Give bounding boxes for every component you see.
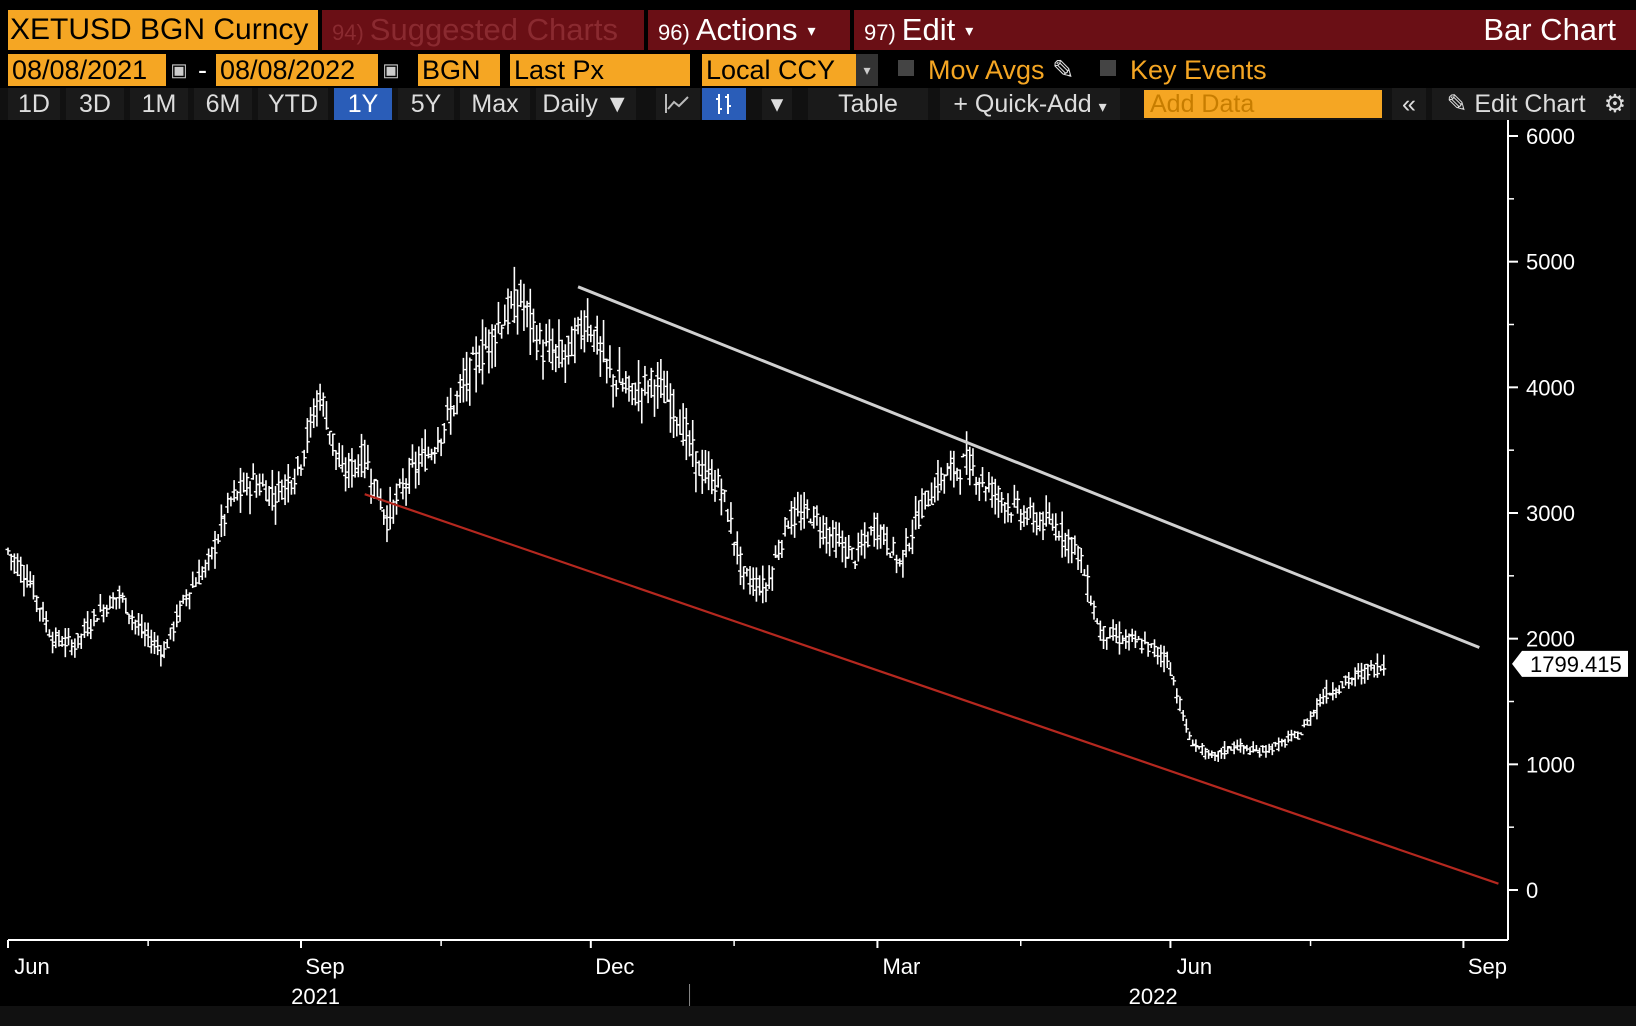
x-tick-label: Mar	[882, 954, 920, 979]
period-1m-button[interactable]: 1M	[130, 88, 188, 120]
frequency-label: Daily	[542, 90, 598, 118]
bar-chart-icon[interactable]	[702, 88, 746, 120]
currency-selector[interactable]: Local CCY	[702, 54, 862, 86]
y-tick-label: 0	[1526, 878, 1538, 903]
x-year-label: 2021	[291, 984, 340, 1006]
source-field[interactable]: BGN	[418, 54, 500, 86]
chart-type-title: Bar Chart	[976, 10, 1636, 50]
frequency-dropdown[interactable]: Daily ▼	[536, 88, 636, 120]
x-tick-label: Sep	[1468, 954, 1507, 979]
x-year-label: 2022	[1129, 984, 1178, 1006]
date-controls: 08/08/2021 ▣ - 08/08/2022 ▣ BGN Last Px …	[0, 52, 1636, 88]
end-date-field[interactable]: 08/08/2022	[216, 54, 378, 86]
ticker-field[interactable]: XETUSD BGN Curncy	[8, 10, 318, 50]
y-tick-label: 2000	[1526, 627, 1575, 652]
suggested-charts-button[interactable]: 94) Suggested Charts	[322, 10, 644, 50]
y-tick-label: 3000	[1526, 501, 1575, 526]
key-events-label: Key Events	[1130, 55, 1267, 85]
suggested-charts-label: Suggested Charts	[369, 12, 618, 47]
chevron-down-icon: ▾	[965, 22, 974, 40]
calendar-icon[interactable]: ▣	[382, 60, 400, 80]
edit-number: 97)	[864, 20, 896, 45]
x-tick-label: Jun	[14, 954, 49, 979]
edit-chart-button[interactable]: ✎ Edit Chart	[1432, 88, 1600, 120]
x-tick-label: Dec	[595, 954, 634, 979]
key-events-checkbox[interactable]	[1100, 60, 1116, 76]
chevron-down-icon: ▾	[1098, 99, 1107, 116]
price-chart[interactable]: 0 1000 2000 3000 4000 5000 6000 1799.415 Jun Sep…	[0, 120, 1636, 1006]
start-date-field[interactable]: 08/08/2021	[8, 54, 166, 86]
pencil-icon[interactable]: ✎	[1052, 55, 1075, 85]
upper-trendline	[577, 285, 1480, 649]
actions-label: Actions	[695, 12, 798, 47]
lower-trendline	[364, 493, 1499, 885]
period-max-button[interactable]: Max	[460, 88, 530, 120]
period-ytd-button[interactable]: YTD	[258, 88, 328, 120]
chart-area: 0 1000 2000 3000 4000 5000 6000 1799.415 Jun Sep…	[0, 120, 1636, 1026]
actions-menu-button[interactable]: 96) Actions ▾	[648, 10, 850, 50]
double-chevron-left-icon[interactable]: «	[1392, 88, 1426, 120]
chevron-down-icon: ▾	[807, 22, 816, 40]
chevron-down-icon[interactable]: ▾	[762, 88, 792, 120]
title-bar: XETUSD BGN Curncy 94) Suggested Charts 96…	[0, 0, 1636, 52]
y-tick-label: 6000	[1526, 124, 1575, 149]
period-3d-button[interactable]: 3D	[66, 88, 124, 120]
y-tick-label: 1000	[1526, 752, 1575, 777]
edit-label: Edit	[901, 12, 956, 47]
actions-number: 96)	[658, 20, 690, 45]
period-6m-button[interactable]: 6M	[194, 88, 252, 120]
footer-strip	[0, 1006, 1636, 1026]
mov-avgs-checkbox[interactable]	[898, 60, 914, 76]
quick-add-button[interactable]: + Quick-Add ▾	[940, 88, 1120, 120]
price-field-selector[interactable]: Last Px	[510, 54, 690, 86]
toolbar: 1D 3D 1M 6M YTD 1Y 5Y Max Daily ▼ ▾ Tabl…	[0, 88, 1636, 120]
table-button[interactable]: Table	[808, 88, 928, 120]
edit-chart-label: Edit Chart	[1474, 90, 1586, 118]
date-separator: -	[198, 55, 207, 85]
quick-add-label: Quick-Add	[974, 90, 1092, 118]
period-5y-button[interactable]: 5Y	[398, 88, 454, 120]
x-tick-label: Sep	[305, 954, 344, 979]
gear-icon[interactable]: ⚙	[1600, 88, 1630, 120]
last-price-label: 1799.415	[1530, 652, 1622, 677]
plus-icon: +	[953, 90, 968, 118]
pencil-icon: ✎	[1446, 90, 1468, 118]
chevron-down-icon[interactable]: ▾	[856, 54, 878, 86]
add-data-input[interactable]: Add Data	[1144, 90, 1382, 118]
y-tick-label: 5000	[1526, 250, 1575, 275]
suggested-charts-number: 94)	[332, 20, 364, 45]
line-chart-icon[interactable]	[656, 88, 700, 120]
last-price-tag	[1512, 650, 1628, 677]
calendar-icon[interactable]: ▣	[170, 60, 188, 80]
y-tick-label: 4000	[1526, 375, 1575, 400]
x-tick-label: Jun	[1177, 954, 1212, 979]
chevron-down-icon: ▼	[604, 90, 630, 118]
period-1y-button[interactable]: 1Y	[334, 88, 392, 120]
mov-avgs-label: Mov Avgs	[928, 55, 1045, 85]
period-1d-button[interactable]: 1D	[8, 88, 60, 120]
